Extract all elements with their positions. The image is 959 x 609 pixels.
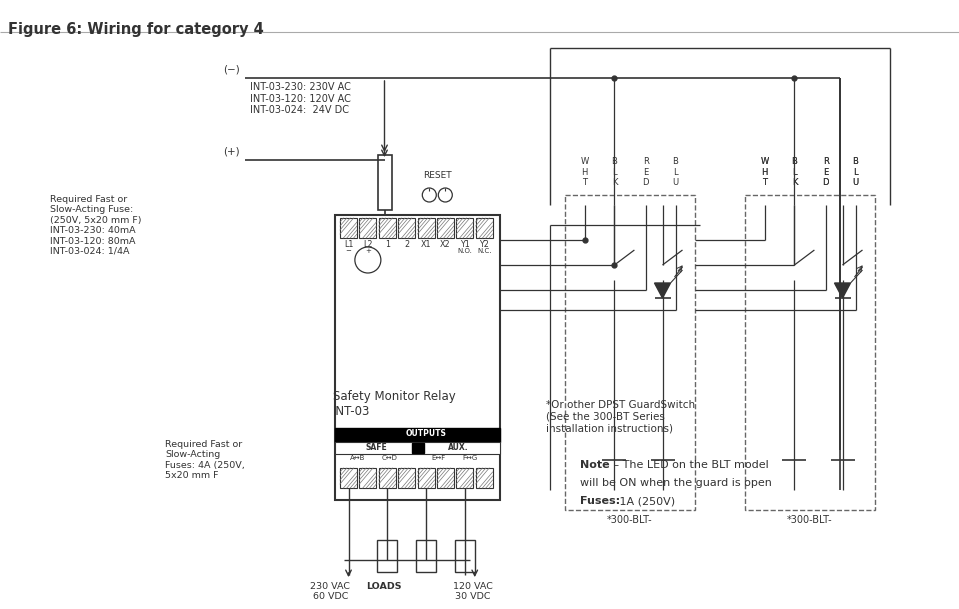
Bar xyxy=(745,195,875,510)
Text: B
L
U: B L U xyxy=(853,157,858,187)
Bar xyxy=(565,195,695,510)
Text: AUX.: AUX. xyxy=(449,443,469,452)
Circle shape xyxy=(422,188,436,202)
Bar xyxy=(455,540,475,572)
Text: R
E
D: R E D xyxy=(823,157,829,187)
Text: Safety Monitor Relay: Safety Monitor Relay xyxy=(333,390,456,403)
Text: L1: L1 xyxy=(344,240,353,249)
Text: Required Fast or
Slow-Acting
Fuses: 4A (250V,
5x20 mm F: Required Fast or Slow-Acting Fuses: 4A (… xyxy=(165,440,245,481)
Text: C↔D: C↔D xyxy=(382,455,397,461)
Bar xyxy=(417,218,434,238)
Text: 1: 1 xyxy=(385,240,389,249)
Text: – The LED on the BLT model: – The LED on the BLT model xyxy=(610,460,769,470)
Bar xyxy=(398,218,415,238)
Text: Fuses:: Fuses: xyxy=(580,496,620,506)
Text: R
E
D: R E D xyxy=(823,157,829,187)
Circle shape xyxy=(355,247,381,273)
Circle shape xyxy=(438,188,453,202)
Text: B
L
K: B L K xyxy=(791,157,797,187)
Text: OUTPUTS: OUTPUTS xyxy=(406,429,446,438)
Text: Y1: Y1 xyxy=(460,240,470,249)
Text: Required Fast or
Slow-Acting Fuse:
(250V, 5x20 mm F)
INT-03-230: 40mA
INT-03-120: Required Fast or Slow-Acting Fuse: (250V… xyxy=(50,195,142,256)
Bar xyxy=(456,218,473,238)
Bar xyxy=(335,215,500,500)
Text: Y2: Y2 xyxy=(480,240,489,249)
Text: LOADS: LOADS xyxy=(366,582,402,591)
Polygon shape xyxy=(834,283,851,298)
Text: B
L
K: B L K xyxy=(612,157,618,187)
Text: B
L
U: B L U xyxy=(672,157,679,187)
Text: W
H
T: W H T xyxy=(580,157,589,187)
Text: E↔F: E↔F xyxy=(432,455,446,461)
Text: (−): (−) xyxy=(223,65,240,75)
Text: Figure 6: Wiring for category 4: Figure 6: Wiring for category 4 xyxy=(8,22,264,37)
Polygon shape xyxy=(654,283,670,298)
Text: N.C.: N.C. xyxy=(477,248,491,254)
Bar xyxy=(437,218,454,238)
Bar xyxy=(437,468,454,488)
Bar xyxy=(335,442,500,454)
Bar xyxy=(340,468,357,488)
Bar xyxy=(456,468,473,488)
Text: B
L
K: B L K xyxy=(791,157,797,187)
Text: F↔G: F↔G xyxy=(462,455,478,461)
Text: *300-BLT-: *300-BLT- xyxy=(607,515,653,525)
Text: X2: X2 xyxy=(440,240,451,249)
Text: *Or other DPST GuardSwitch
(See the 300-BT Series
installation instructions): *Or other DPST GuardSwitch (See the 300-… xyxy=(546,400,695,433)
Text: (+): (+) xyxy=(223,147,240,157)
Text: INT-03-230: 230V AC
INT-03-120: 120V AC
INT-03-024:  24V DC: INT-03-230: 230V AC INT-03-120: 120V AC … xyxy=(250,82,351,115)
Text: will be ON when the guard is open: will be ON when the guard is open xyxy=(580,478,772,488)
Bar xyxy=(411,443,424,453)
Text: R
E
D: R E D xyxy=(643,157,649,187)
Bar xyxy=(476,468,493,488)
Bar xyxy=(398,468,415,488)
Bar xyxy=(377,540,397,572)
Bar xyxy=(360,468,376,488)
Text: B
L
U: B L U xyxy=(853,157,858,187)
Text: 120 VAC
30 VDC: 120 VAC 30 VDC xyxy=(453,582,493,602)
Text: +: + xyxy=(365,248,371,254)
Bar xyxy=(378,155,391,210)
Bar xyxy=(379,468,396,488)
Text: RESET: RESET xyxy=(423,171,452,180)
Bar xyxy=(340,218,357,238)
Text: Note: Note xyxy=(580,460,610,470)
Text: W
H
T: W H T xyxy=(760,157,768,187)
Text: 1A (250V): 1A (250V) xyxy=(616,496,675,506)
Text: INT-03: INT-03 xyxy=(333,405,370,418)
Text: X1: X1 xyxy=(421,240,432,249)
Text: L2: L2 xyxy=(363,240,373,249)
Text: N.O.: N.O. xyxy=(457,248,472,254)
Text: 2: 2 xyxy=(404,240,409,249)
Bar xyxy=(335,428,500,442)
Text: W
H
T: W H T xyxy=(760,157,768,187)
Bar xyxy=(360,218,376,238)
Text: −: − xyxy=(345,248,351,254)
Text: *300-BLT-: *300-BLT- xyxy=(787,515,832,525)
Bar xyxy=(416,540,436,572)
Text: SAFE: SAFE xyxy=(365,443,387,452)
Bar xyxy=(417,468,434,488)
Text: A↔B: A↔B xyxy=(350,455,365,461)
Bar xyxy=(476,218,493,238)
Text: 230 VAC
60 VDC: 230 VAC 60 VDC xyxy=(311,582,350,602)
Bar xyxy=(379,218,396,238)
